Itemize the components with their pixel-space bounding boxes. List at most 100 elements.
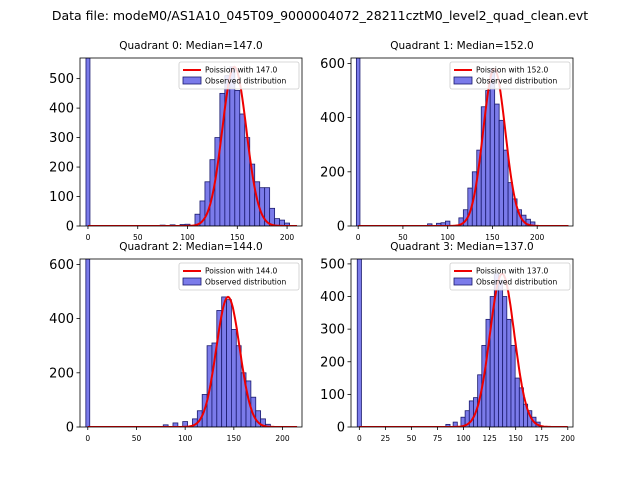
x-tick-label: 50: [133, 233, 143, 242]
x-tick-label: 0: [85, 434, 90, 443]
axes-frame: [350, 258, 574, 428]
hist-bar: [489, 68, 496, 226]
y-tick-label: 600: [320, 57, 345, 72]
axes-frame: [79, 258, 303, 428]
panel-quadrant-0: Quadrant 0: Median=147.0 0 50 100 150 200 0 100…: [49, 40, 303, 242]
x-tick-label: 150: [509, 434, 524, 443]
y-tick-label: 600: [49, 258, 74, 273]
y-tick-label: 0: [337, 220, 345, 235]
plot-area: [355, 58, 569, 226]
x-tick-label: 0: [357, 434, 362, 443]
hist-bar: [503, 149, 509, 226]
hist-bar: [234, 90, 241, 226]
hist-bar: [356, 259, 362, 427]
x-tick-label: 200: [561, 434, 576, 443]
legend-hist-label: Observed distribution: [476, 278, 557, 287]
hist-bar: [530, 221, 536, 226]
x-tick-label: 100: [178, 434, 193, 443]
x-tick-label: 50: [398, 233, 408, 242]
legend-hist-label: Observed distribution: [205, 77, 286, 86]
x-tick-label: 200: [530, 233, 545, 242]
legend: Poission with 137.0 Observed distribution: [449, 262, 571, 291]
hist-bar: [260, 418, 266, 427]
poisson-fit-line: [359, 272, 568, 427]
hist-bar: [514, 377, 520, 427]
hist-bar: [427, 223, 433, 226]
poisson-fit-line: [358, 67, 569, 226]
hist-bar: [510, 345, 516, 427]
y-tick-label: 100: [49, 190, 74, 205]
legend: Poission with 144.0 Observed distribution: [178, 262, 300, 291]
hist-bar: [494, 103, 500, 226]
hist-bar: [269, 207, 276, 226]
hist-bar: [226, 299, 232, 427]
hist-bar: [85, 58, 91, 226]
legend-hist-label: Observed distribution: [476, 77, 557, 86]
hist-bar: [239, 113, 246, 226]
y-tick-label: 500: [49, 72, 74, 87]
hist-bar: [182, 421, 188, 427]
legend-box: [449, 61, 571, 90]
y-tick-label: 200: [49, 161, 74, 176]
hist-bar: [221, 296, 227, 427]
y-tick-label: 300: [49, 131, 74, 146]
legend: Poission with 147.0 Observed distribution: [178, 61, 300, 90]
x-tick-label: 150: [230, 233, 245, 242]
x-tick-label: 200: [275, 434, 290, 443]
y-tick-label: 400: [320, 111, 345, 126]
legend-fit-label: Poission with 137.0: [476, 267, 549, 276]
legend-hist-label: Observed distribution: [205, 278, 286, 287]
x-tick-label: 150: [485, 233, 500, 242]
panel-quadrant-1: Quadrant 1: Median=152.0 0 50 100 150 200 0 200…: [320, 40, 574, 242]
y-tick-label: 400: [49, 102, 74, 117]
legend-hist-swatch: [453, 277, 473, 286]
x-tick-label: 175: [535, 434, 550, 443]
panel-title: Quadrant 3: Median=137.0: [390, 241, 533, 253]
legend-hist-swatch: [182, 277, 202, 286]
hist-bar: [172, 422, 179, 427]
y-tick-label: 300: [320, 323, 345, 338]
y-tick-label: 200: [320, 165, 345, 180]
hist-bar: [229, 66, 236, 226]
x-tick-label: 25: [381, 434, 391, 443]
legend-fit-label: Poission with 152.0: [476, 66, 549, 75]
figure-suptitle: Data file: modeM0/AS1A10_045T09_90000040…: [52, 8, 588, 23]
y-tick-label: 200: [49, 366, 74, 381]
y-tick-label: 500: [320, 257, 345, 272]
y-tick-label: 0: [66, 220, 74, 235]
x-tick-label: 100: [180, 233, 195, 242]
x-tick-label: 0: [86, 233, 91, 242]
x-tick-label: 125: [482, 434, 497, 443]
hist-bar: [498, 119, 505, 226]
y-tick-label: 100: [320, 388, 345, 403]
legend-box: [178, 61, 300, 90]
x-tick-label: 150: [227, 434, 242, 443]
legend-box: [449, 262, 571, 291]
hist-bar: [507, 182, 513, 226]
legend-hist-swatch: [453, 76, 473, 85]
panel-title: Quadrant 0: Median=147.0: [119, 40, 262, 52]
axes-frame: [79, 57, 303, 227]
axes-frame: [350, 57, 574, 227]
x-tick-label: 50: [132, 434, 142, 443]
x-tick-label: 75: [433, 434, 443, 443]
legend-fit-label: Poission with 147.0: [205, 66, 278, 75]
hist-bar: [506, 318, 512, 427]
panel-title: Quadrant 2: Median=144.0: [119, 241, 262, 253]
hist-bar: [85, 259, 91, 427]
panel-quadrant-3: Quadrant 3: Median=137.0 0 25 50 75 100 125 150…: [320, 241, 575, 443]
legend-hist-swatch: [182, 76, 202, 85]
x-tick-label: 100: [456, 434, 471, 443]
hist-bar: [204, 181, 211, 226]
hist-bar: [498, 279, 504, 427]
y-tick-label: 400: [49, 312, 74, 327]
x-tick-label: 100: [441, 233, 456, 242]
y-tick-label: 400: [320, 290, 345, 305]
poisson-fit-line: [87, 295, 298, 427]
y-tick-label: 0: [66, 421, 74, 436]
y-tick-label: 0: [337, 421, 345, 436]
y-tick-label: 200: [320, 355, 345, 370]
legend-box: [178, 262, 300, 291]
legend: Poission with 152.0 Observed distribution: [449, 61, 571, 90]
